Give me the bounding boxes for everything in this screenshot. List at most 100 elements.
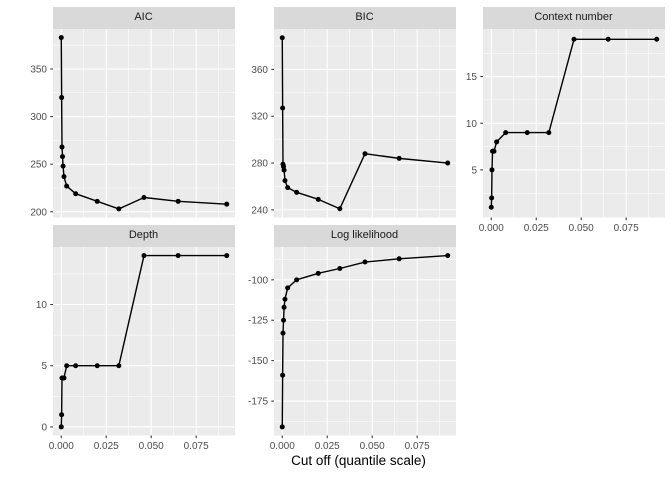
data-point xyxy=(281,178,287,184)
facet-strip-label: Log likelihood xyxy=(330,229,399,242)
y-tick-label: -150 xyxy=(247,356,267,367)
y-tick-label: 5 xyxy=(471,165,477,176)
y-tick-label: 10 xyxy=(465,119,477,130)
data-point xyxy=(444,253,450,259)
panel-background xyxy=(52,247,235,436)
data-point xyxy=(60,174,66,180)
facet-canvas: 240 280 320 360 xyxy=(251,29,456,218)
y-tick-label: 15 xyxy=(465,72,477,83)
x-tick-label: 0.075 xyxy=(613,223,638,234)
data-point xyxy=(396,155,402,161)
data-point xyxy=(141,253,146,259)
data-point xyxy=(336,206,342,212)
facet-strip-depth: Depth xyxy=(52,224,235,247)
x-tick-label: 0.075 xyxy=(404,441,429,452)
panel-background xyxy=(52,29,235,218)
x-tick-label: 0.000 xyxy=(269,441,294,452)
data-point xyxy=(58,424,64,430)
x-tick-label: 0.050 xyxy=(359,441,384,452)
data-point xyxy=(72,191,78,197)
facet-strip-aic: AIC xyxy=(52,6,235,29)
x-tick-label: 0.000 xyxy=(48,441,73,452)
data-point xyxy=(60,375,66,381)
data-point xyxy=(63,363,69,369)
x-tick-label: 0.025 xyxy=(523,223,548,234)
y-tick-label: 10 xyxy=(35,300,47,311)
facet-strip-label: Context number xyxy=(534,11,613,24)
data-point xyxy=(58,412,64,418)
data-point xyxy=(175,253,181,259)
data-point xyxy=(396,256,402,262)
data-point xyxy=(175,198,181,204)
y-tick-label: 350 xyxy=(30,64,47,75)
facet-canvas: -175 -150 -125 -100 0.000 0.025 0.050 0.075 xyxy=(247,247,456,452)
data-point xyxy=(94,363,100,369)
data-point xyxy=(58,95,64,101)
data-point xyxy=(488,195,494,201)
data-point xyxy=(502,130,508,136)
y-tick-label: 280 xyxy=(251,159,268,170)
data-point xyxy=(362,259,367,265)
data-point xyxy=(281,304,287,310)
x-tick-label: 0.000 xyxy=(478,223,503,234)
data-point xyxy=(58,144,64,150)
data-point xyxy=(444,160,450,166)
data-point xyxy=(490,148,496,154)
y-tick-label: 240 xyxy=(251,205,268,216)
data-point xyxy=(279,330,285,336)
data-point xyxy=(63,183,69,189)
x-tick-label: 0.025 xyxy=(93,441,118,452)
data-point xyxy=(293,189,299,195)
y-tick-label: -100 xyxy=(247,275,267,286)
data-point xyxy=(493,139,499,145)
facet-strip-context-number: Context number xyxy=(482,6,665,29)
data-point xyxy=(524,130,530,136)
facet-canvas: 5 10 15 0.000 0.025 0.050 0.075 xyxy=(465,29,665,234)
y-tick-label: 5 xyxy=(41,361,47,372)
data-point xyxy=(115,363,121,369)
facet-context-number: Context number 5 10 15 0.000 0.025 0.050 0.075 xyxy=(437,6,670,250)
y-tick-label: 200 xyxy=(30,207,47,218)
data-point xyxy=(141,195,146,201)
data-point xyxy=(280,317,286,323)
facet-strip-bic: BIC xyxy=(273,6,456,29)
facet-log-likelihood: Log likelihood -175 -150 -125 -100 0.000 0.02… xyxy=(228,224,461,468)
data-point xyxy=(284,185,290,191)
data-point xyxy=(653,36,659,42)
x-axis-title: Cut off (quantile scale) xyxy=(291,453,426,468)
facet-aic: AIC 200 250 300 350 xyxy=(7,6,240,223)
data-point xyxy=(279,35,285,41)
x-tick-label: 0.050 xyxy=(138,441,163,452)
y-tick-label: 250 xyxy=(30,160,47,171)
data-point xyxy=(362,151,367,157)
y-tick-label: 360 xyxy=(251,65,268,76)
data-point xyxy=(279,424,285,430)
data-point xyxy=(223,253,229,259)
data-point xyxy=(488,167,494,173)
data-point xyxy=(545,130,551,136)
y-tick-label: -125 xyxy=(247,316,267,327)
panel-background xyxy=(273,247,456,436)
facet-strip-label: Depth xyxy=(128,229,159,242)
y-tick-label: 300 xyxy=(30,112,47,123)
facet-depth: Depth 0 5 10 0.000 0.025 0.050 0.075 xyxy=(7,224,240,468)
data-point xyxy=(488,204,494,210)
facet-strip-log-likelihood: Log likelihood xyxy=(273,224,456,247)
data-point xyxy=(279,105,285,111)
y-tick-label: 320 xyxy=(251,112,268,123)
panel-background xyxy=(273,29,456,218)
data-point xyxy=(336,266,342,272)
data-point xyxy=(605,36,611,42)
x-tick-label: 0.075 xyxy=(183,441,208,452)
data-point xyxy=(281,296,287,302)
x-tick-label: 0.025 xyxy=(314,441,339,452)
data-point xyxy=(223,201,229,207)
data-point xyxy=(60,163,66,169)
data-point xyxy=(94,198,100,204)
facet-canvas: 0 5 10 0.000 0.025 0.050 0.075 xyxy=(35,247,235,452)
data-point xyxy=(279,372,285,378)
facet-strip-label: BIC xyxy=(355,11,374,24)
facet-strip-label: AIC xyxy=(134,11,153,24)
data-point xyxy=(59,154,65,160)
